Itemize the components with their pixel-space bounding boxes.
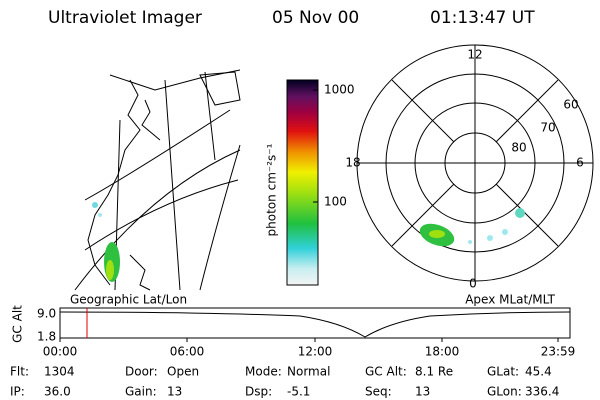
info-label: Dsp:: [245, 385, 272, 399]
time-tick-label: 12:00: [298, 345, 333, 359]
info-label: Flt:: [10, 365, 29, 379]
info-label: Seq:: [365, 385, 392, 399]
colorbar-tick-label: 1000: [324, 83, 355, 97]
info-value: -5.1: [287, 385, 310, 399]
info-value: 13: [415, 385, 430, 399]
info-value: 36.0: [44, 385, 71, 399]
time-tick-label: 00:00: [43, 345, 78, 359]
info-label: GC Alt:: [365, 365, 407, 379]
panel-label: Apex MLat/MLT: [465, 293, 555, 307]
altitude-label: GC Alt: [11, 305, 25, 343]
time: 01:13:47 UT: [430, 8, 535, 28]
altitude-curve: [59, 311, 571, 338]
mlt-label: 0: [469, 277, 477, 291]
geographic-map: [74, 69, 241, 291]
colorbar-label: photon cm⁻²s⁻¹: [265, 143, 279, 236]
time-tick-label: 06:00: [170, 345, 205, 359]
altitude-tick: 9.0: [37, 307, 56, 321]
mlt-label: 6: [576, 156, 584, 170]
lat-label: 70: [540, 121, 555, 135]
info-label: Door:: [125, 365, 158, 379]
time-tick-label: 23:59: [541, 345, 576, 359]
info-label: GLat:: [487, 365, 519, 379]
panel-label: Geographic Lat/Lon: [70, 293, 187, 307]
colorbar: [286, 79, 319, 286]
info-value: 13: [167, 385, 182, 399]
mlt-label: 18: [345, 156, 360, 170]
date: 05 Nov 00: [272, 8, 359, 28]
colorbar-tick-label: 100: [324, 195, 347, 209]
info-label: GLon:: [487, 385, 522, 399]
altitude-tick: 1.8: [37, 330, 56, 344]
lat-label: 60: [563, 98, 578, 112]
mlt-label: 12: [467, 48, 482, 62]
info-label: IP:: [10, 385, 25, 399]
info-value: Open: [167, 365, 199, 379]
info-value: 45.4: [525, 365, 552, 379]
lat-label: 80: [511, 141, 526, 155]
info-value: 8.1 Re: [415, 365, 453, 379]
time-tick-label: 18:00: [425, 345, 460, 359]
info-label: Gain:: [125, 385, 157, 399]
title: Ultraviolet Imager: [48, 8, 202, 28]
info-label: Mode:: [245, 365, 282, 379]
info-value: Normal: [287, 365, 330, 379]
info-value: 1304: [44, 365, 75, 379]
info-value: 336.4: [525, 385, 559, 399]
polar-plot: [356, 44, 594, 282]
